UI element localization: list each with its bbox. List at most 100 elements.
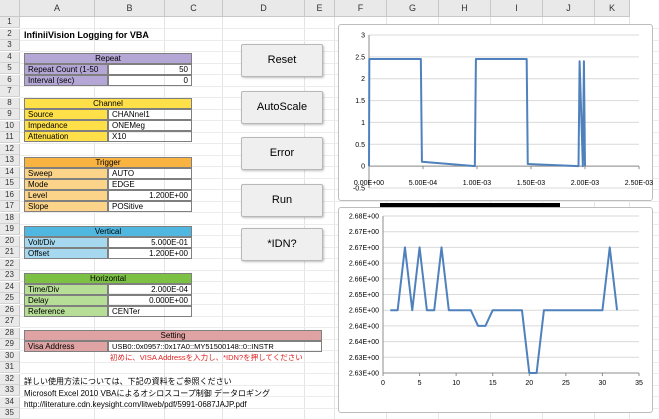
- idn-button[interactable]: *IDN?: [241, 228, 323, 261]
- row-header-27[interactable]: 27: [0, 316, 20, 327]
- column-header-b[interactable]: B: [95, 0, 165, 17]
- vertical-header: Vertical: [24, 226, 192, 237]
- x-tick-label: 2.00E-03: [571, 180, 600, 187]
- row-header-24[interactable]: 24: [0, 281, 20, 293]
- y-tick-label: 0: [361, 164, 365, 171]
- row-header-18[interactable]: 18: [0, 212, 20, 224]
- source-value[interactable]: CHANnel1: [108, 109, 192, 120]
- column-header-i[interactable]: I: [491, 0, 543, 17]
- x-tick-label: 10: [452, 380, 460, 387]
- y-tick-label: 2.64E+00: [349, 323, 379, 330]
- column-header-a[interactable]: A: [20, 0, 95, 17]
- attenuation-value[interactable]: X10: [108, 131, 192, 142]
- column-header-f[interactable]: F: [335, 0, 387, 17]
- row-header-22[interactable]: 22: [0, 258, 20, 270]
- row-header-35[interactable]: 35: [0, 408, 20, 419]
- row-header-3[interactable]: 3: [0, 40, 20, 51]
- channel-header: Channel: [24, 98, 192, 109]
- row-header-12[interactable]: 12: [0, 143, 20, 155]
- volt-div-value[interactable]: 5.000E-01: [108, 237, 192, 248]
- y-tick-label: 2.66E+00: [349, 261, 379, 268]
- row-header-21[interactable]: 21: [0, 247, 20, 258]
- reset-button[interactable]: Reset: [241, 44, 323, 77]
- mode-value[interactable]: EDGE: [108, 179, 192, 190]
- row-header-32[interactable]: 32: [0, 373, 20, 385]
- column-header-e[interactable]: E: [305, 0, 335, 17]
- error-button[interactable]: Error: [241, 137, 323, 170]
- visa-address-label: Visa Address: [24, 341, 108, 352]
- column-gridline: [94, 17, 95, 419]
- level-value[interactable]: 1.200E+00: [108, 190, 192, 201]
- waveform-chart[interactable]: 3 2.5 2 1.5 1 0.5 0 -0.5 0.00E+00 5.00E-04 1.00E-0…: [338, 24, 653, 201]
- row-header-28[interactable]: 28: [0, 327, 20, 339]
- trigger-header: Trigger: [24, 157, 192, 168]
- row-header-30[interactable]: 30: [0, 350, 20, 362]
- logging-chart[interactable]: 2.68E+00 2.67E+00 2.67E+00 2.66E+00 2.66E+00…: [338, 207, 653, 413]
- row-header-29[interactable]: 29: [0, 339, 20, 350]
- y-tick-label: 3: [361, 33, 365, 40]
- offset-value[interactable]: 1.200E+00: [108, 248, 192, 259]
- y-tick-label: 2.67E+00: [349, 229, 379, 236]
- row-header-7[interactable]: 7: [0, 86, 20, 97]
- row-header-9[interactable]: 9: [0, 109, 20, 120]
- repeat-header: Repeat: [24, 53, 192, 64]
- offset-label: Offset: [24, 248, 108, 259]
- row-header-14[interactable]: 14: [0, 166, 20, 178]
- row-header-31[interactable]: 31: [0, 362, 20, 373]
- attenuation-label: Attenuation: [24, 131, 108, 142]
- select-all-corner[interactable]: [0, 0, 20, 17]
- row-header-34[interactable]: 34: [0, 396, 20, 408]
- row-header-1[interactable]: 1: [0, 17, 20, 28]
- column-header-g[interactable]: G: [387, 0, 439, 17]
- row-header-16[interactable]: 16: [0, 189, 20, 201]
- visa-address-value[interactable]: USB0::0x0957::0x17A0::MY51500148::0::INS…: [108, 341, 322, 352]
- column-header-d[interactable]: D: [223, 0, 305, 17]
- column-header-h[interactable]: H: [439, 0, 491, 17]
- repeat-count-value[interactable]: 50: [108, 64, 192, 75]
- row-header-13[interactable]: 13: [0, 155, 20, 166]
- setting-header: Setting: [24, 330, 322, 341]
- column-gridline: [222, 17, 223, 419]
- row-header-11[interactable]: 11: [0, 132, 20, 143]
- row-header-20[interactable]: 20: [0, 235, 20, 247]
- x-tick-label: 35: [635, 380, 643, 387]
- row-header-8[interactable]: 8: [0, 97, 20, 109]
- footer-line-1: 詳しい使用方法については、下記の資料をご参照ください: [24, 377, 232, 386]
- time-div-value[interactable]: 2.000E-04: [108, 284, 192, 295]
- footer-link[interactable]: http://literature.cdn.keysight.com/litwe…: [24, 400, 247, 409]
- slope-value[interactable]: POSitive: [108, 201, 192, 212]
- autoscale-button[interactable]: AutoScale: [241, 91, 323, 124]
- row-header-15[interactable]: 15: [0, 178, 20, 189]
- row-header-23[interactable]: 23: [0, 270, 20, 281]
- impedance-value[interactable]: ONEMeg: [108, 120, 192, 131]
- mode-label: Mode: [24, 179, 108, 190]
- row-header-33[interactable]: 33: [0, 385, 20, 396]
- x-tick-label: 15: [489, 380, 497, 387]
- interval-label: Interval (sec): [24, 75, 108, 86]
- source-label: Source: [24, 109, 108, 120]
- row-header-4[interactable]: 4: [0, 51, 20, 63]
- row-header-6[interactable]: 6: [0, 74, 20, 86]
- row-header-25[interactable]: 25: [0, 293, 20, 304]
- column-header-c[interactable]: C: [165, 0, 223, 17]
- row-header-10[interactable]: 10: [0, 120, 20, 132]
- column-header-j[interactable]: J: [543, 0, 595, 17]
- reference-value[interactable]: CENTer: [108, 306, 192, 317]
- x-tick-label: 5.00E-04: [409, 180, 438, 187]
- row-header-19[interactable]: 19: [0, 224, 20, 235]
- splitter-bar[interactable]: [380, 203, 560, 207]
- column-header-k[interactable]: K: [595, 0, 630, 17]
- row-header-17[interactable]: 17: [0, 201, 20, 212]
- horizontal-header: Horizontal: [24, 273, 192, 284]
- row-header-26[interactable]: 26: [0, 304, 20, 316]
- delay-value[interactable]: 0.000E+00: [108, 295, 192, 306]
- run-button[interactable]: Run: [241, 184, 323, 217]
- y-tick-label: 2.65E+00: [349, 292, 379, 299]
- row-header-2[interactable]: 2: [0, 28, 20, 40]
- interval-value[interactable]: 0: [108, 75, 192, 86]
- row-header-5[interactable]: 5: [0, 63, 20, 74]
- sweep-value[interactable]: AUTO: [108, 168, 192, 179]
- y-tick-label: 1.5: [355, 98, 365, 105]
- y-tick-label: 2.5: [355, 54, 365, 61]
- x-tick-label: 5: [418, 380, 422, 387]
